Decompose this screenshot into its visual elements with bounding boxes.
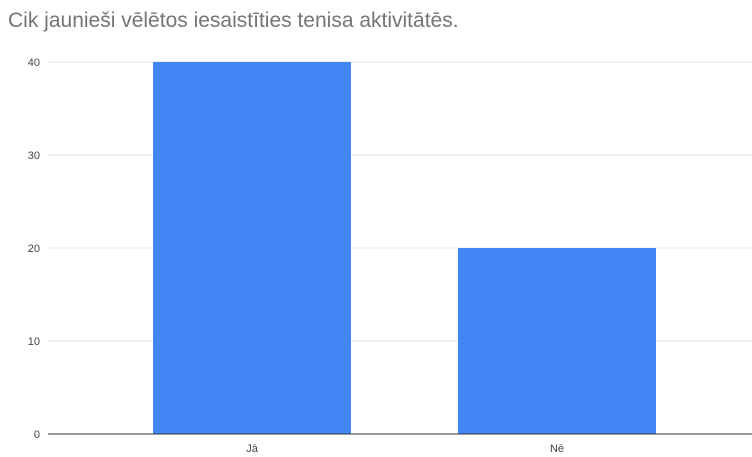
y-tick-label: 30 xyxy=(28,150,40,162)
y-tick-label: 10 xyxy=(28,336,40,348)
x-tick-label: Nē xyxy=(550,443,564,455)
bars xyxy=(153,62,656,434)
y-tick-label: 40 xyxy=(28,57,40,69)
x-tick-label: Jā xyxy=(246,443,259,455)
x-axis-tick-labels: Jā Nē xyxy=(246,443,564,455)
chart-title: Cik jaunieši vēlētos iesaistīties tenisa… xyxy=(8,9,459,32)
y-axis-tick-labels: 0 10 20 30 40 xyxy=(28,57,40,441)
y-tick-label: 20 xyxy=(28,243,40,255)
bar-2 xyxy=(458,248,656,434)
bar-1 xyxy=(153,62,351,434)
y-tick-label: 0 xyxy=(34,429,40,441)
